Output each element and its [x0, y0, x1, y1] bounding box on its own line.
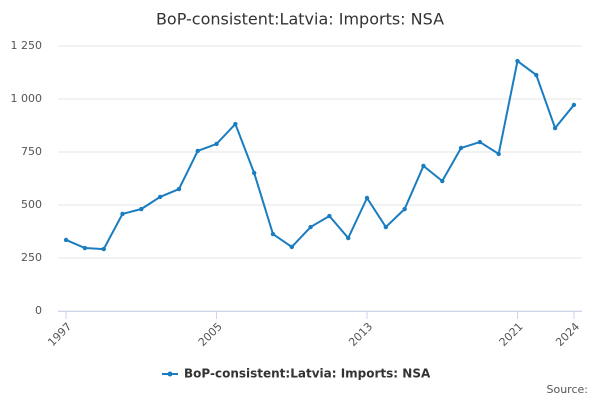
- x-tick-label: 1997: [45, 320, 74, 349]
- source: Source:: [547, 383, 589, 396]
- x-tick-label: 2005: [196, 320, 225, 349]
- point: [63, 237, 69, 243]
- point: [308, 224, 313, 230]
- y-tick-label: 1 000: [11, 92, 43, 105]
- point: [515, 58, 520, 64]
- point: [289, 244, 294, 250]
- y-tick-label: 500: [21, 198, 42, 211]
- legend-label: BoP-consistent:Latvia: Imports: NSA: [184, 367, 431, 381]
- y-tick-label: 250: [21, 251, 42, 264]
- point: [214, 141, 219, 147]
- point: [552, 125, 558, 131]
- point: [421, 163, 426, 169]
- point: [157, 194, 163, 200]
- point: [402, 206, 407, 212]
- point: [571, 102, 577, 108]
- point: [270, 231, 276, 237]
- point: [251, 170, 257, 176]
- legend-marker: [167, 371, 173, 377]
- point: [120, 211, 125, 217]
- point: [101, 246, 106, 252]
- point: [458, 145, 464, 151]
- point: [327, 213, 332, 219]
- y-tick-label: 1 250: [11, 39, 43, 52]
- point: [195, 148, 200, 154]
- x-tick-label: 2024: [553, 320, 582, 349]
- point: [176, 186, 182, 192]
- point: [82, 245, 88, 251]
- point: [364, 195, 370, 201]
- point: [440, 178, 445, 184]
- point: [383, 224, 389, 230]
- point: [346, 235, 351, 241]
- x-tick-label: 2021: [497, 320, 526, 349]
- point: [139, 206, 144, 212]
- point: [496, 151, 501, 157]
- x-tick-label: 2013: [346, 320, 375, 349]
- point: [233, 121, 238, 127]
- y-tick-label: 750: [21, 145, 42, 158]
- series-line: [65, 59, 575, 251]
- y-tick-label: 0: [35, 304, 42, 317]
- point: [477, 139, 483, 145]
- point: [534, 72, 539, 78]
- chart-title: BoP-consistent:Latvia: Imports: NSA: [156, 10, 444, 29]
